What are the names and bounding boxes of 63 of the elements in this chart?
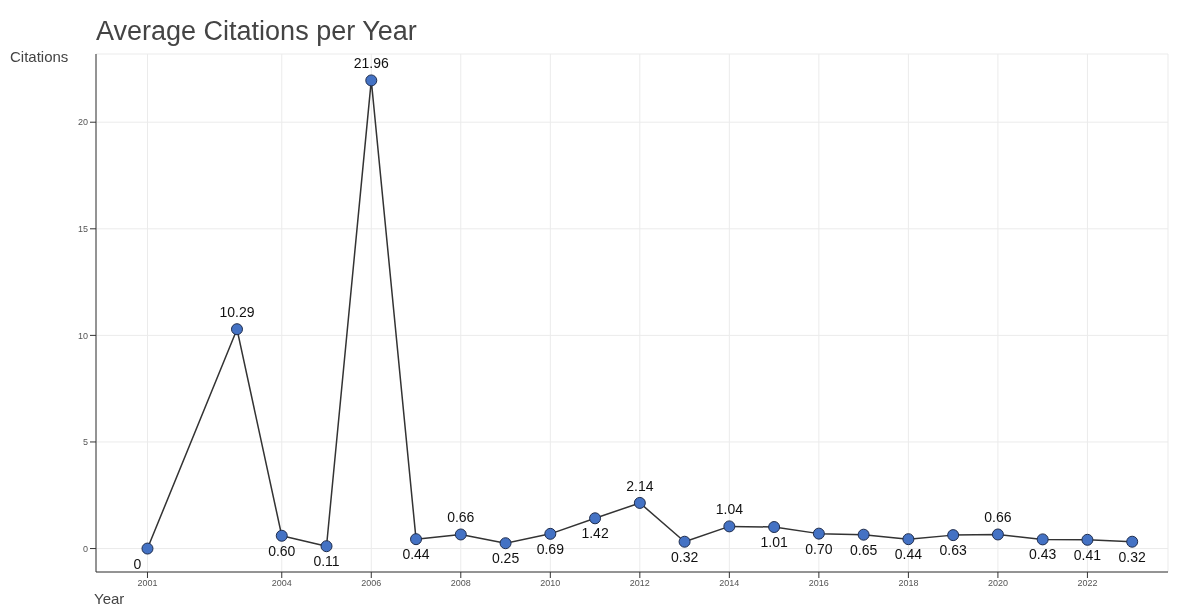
point	[678, 535, 691, 548]
x-tick-label: 2010	[540, 578, 561, 589]
y-tick-label: 15	[77, 223, 88, 234]
x-tick-label: 2014	[719, 578, 740, 589]
point	[1036, 533, 1049, 546]
point	[320, 540, 333, 553]
data-label: 0.70	[805, 540, 833, 557]
data-label: 0.44	[894, 546, 923, 563]
point	[723, 520, 736, 533]
data-label: 0.66	[447, 509, 475, 526]
data-label: 1.04	[715, 501, 744, 518]
point	[365, 74, 378, 87]
point	[230, 323, 243, 336]
data-label: 0.32	[1118, 548, 1147, 565]
data-label: 10.29	[219, 304, 255, 321]
point	[589, 512, 602, 525]
data-label: 0.66	[984, 509, 1012, 526]
x-tick-label: 2006	[361, 578, 382, 589]
x-tick-label: 2004	[271, 578, 292, 589]
point	[1081, 533, 1094, 546]
y-tick-label: 20	[77, 117, 88, 128]
data-label: 0	[133, 555, 142, 572]
y-tick-label: 5	[82, 437, 88, 448]
point	[768, 521, 781, 534]
data-label: 21.96	[353, 55, 389, 72]
data-label: 0.41	[1073, 546, 1102, 563]
data-label: 0.25	[491, 550, 520, 567]
data-label: 0.11	[313, 553, 340, 570]
data-label: 0.44	[402, 546, 430, 563]
point	[454, 528, 467, 541]
x-tick-label: 2001	[137, 578, 158, 589]
x-tick-label: 2018	[898, 578, 919, 589]
data-label: 2.14	[626, 477, 654, 494]
data-label: 1.01	[760, 534, 788, 551]
point	[1126, 535, 1139, 548]
data-label: 0.63	[939, 542, 967, 559]
y-tick-label: 0	[82, 543, 88, 554]
point	[991, 528, 1004, 541]
data-label: 0.43	[1029, 546, 1057, 563]
data-label: 0.69	[536, 540, 565, 557]
point	[141, 542, 154, 555]
y-axis-title: Citations	[10, 48, 69, 65]
y-tick-label: 10	[77, 330, 88, 341]
point	[499, 537, 512, 550]
point	[275, 529, 288, 542]
x-tick-label: 2008	[450, 578, 471, 589]
point	[902, 533, 915, 546]
chart-title: Average Citations per Year	[96, 16, 417, 47]
point	[544, 527, 557, 540]
data-label: 1.42	[581, 525, 609, 542]
data-label: 0.65	[850, 541, 878, 558]
point	[947, 529, 960, 542]
point	[633, 496, 646, 509]
data-label: 0.32	[670, 548, 699, 565]
point	[857, 528, 870, 541]
x-tick-label: 2022	[1077, 578, 1098, 589]
x-tick-label: 2012	[629, 578, 650, 589]
point	[410, 533, 423, 546]
x-axis-title: Year	[94, 590, 125, 605]
data-label: 0.60	[268, 542, 296, 559]
point	[812, 527, 825, 540]
x-tick-label: 2020	[987, 578, 1008, 589]
x-tick-label: 2016	[808, 578, 829, 589]
